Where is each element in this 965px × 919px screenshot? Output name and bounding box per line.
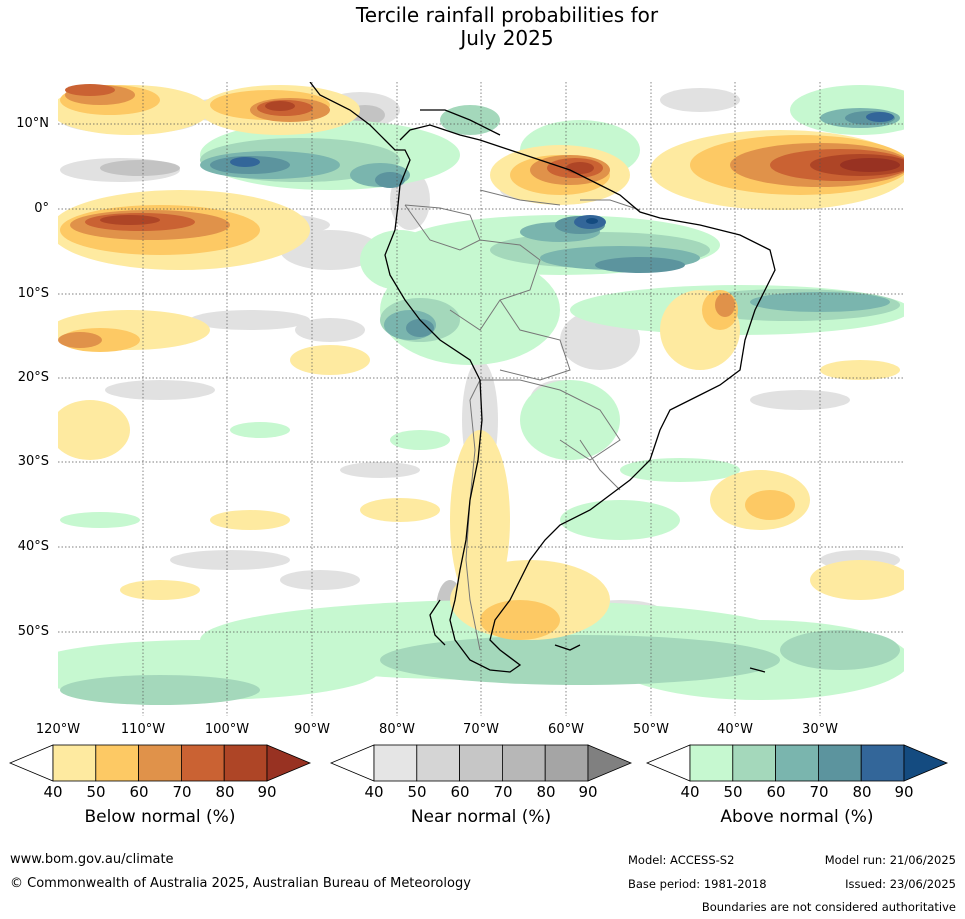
footer-issued: Issued: 23/06/2025: [845, 877, 956, 891]
chart-title: Tercile rainfall probabilities for July …: [0, 4, 965, 50]
colorbar-near: [329, 744, 633, 782]
above-tick: 90: [894, 783, 914, 801]
lon-label-30w: 30°W: [802, 722, 838, 737]
above-tick: 60: [766, 783, 786, 801]
below-normal-title: Below normal (%): [84, 807, 236, 827]
above-tick: 80: [852, 783, 872, 801]
colorbar-segment: [732, 744, 776, 782]
lat-label-50s: 50°S: [17, 624, 49, 639]
colorbars: [8, 744, 949, 782]
near-tick: 40: [364, 783, 384, 801]
footer-url[interactable]: www.bom.gov.au/climate: [10, 852, 174, 867]
colorbar-segment: [52, 744, 97, 782]
footer-base-period: Base period: 1981-2018: [628, 877, 767, 891]
lon-label-50w: 50°W: [633, 722, 669, 737]
colorbar-segment: [416, 744, 460, 782]
colorbar-extend-low: [8, 744, 54, 782]
near-normal-title: Near normal (%): [410, 807, 552, 827]
colorbar-segment: [373, 744, 418, 782]
coastlines: [309, 82, 776, 673]
colorbar-segment: [818, 744, 862, 782]
colorbar-segment: [95, 744, 140, 782]
lon-label-90w: 90°W: [294, 722, 330, 737]
near-tick: 60: [450, 783, 470, 801]
lat-label-10s: 10°S: [17, 286, 49, 301]
above-tick: 40: [680, 783, 700, 801]
colorbar-extend-high: [587, 744, 633, 782]
colorbar-segment: [775, 744, 819, 782]
title-line-1: Tercile rainfall probabilities for: [355, 3, 659, 27]
lon-label-70w: 70°W: [463, 722, 499, 737]
below-tick: 80: [215, 783, 235, 801]
lon-label-120w: 120°W: [35, 722, 81, 737]
above-tick: 50: [723, 783, 743, 801]
lon-label-60w: 60°W: [548, 722, 584, 737]
lat-label-10n: 10°N: [16, 116, 49, 131]
colorbar-segment: [544, 744, 589, 782]
below-tick: 90: [257, 783, 277, 801]
colorbar-extend-high: [903, 744, 949, 782]
title-line-2: July 2025: [460, 26, 554, 50]
colorbar-segment: [689, 744, 734, 782]
lon-label-110w: 110°W: [120, 722, 166, 737]
colorbar-segment: [180, 744, 225, 782]
colorbar-segment: [860, 744, 905, 782]
colorbar-below: [8, 744, 312, 782]
footer-disclaimer: Boundaries are not considered authoritat…: [701, 900, 956, 914]
colorbar-extend-low: [329, 744, 375, 782]
above-normal-title: Above normal (%): [720, 807, 874, 827]
footer-model-run: Model run: 21/06/2025: [824, 853, 956, 867]
below-tick: 60: [129, 783, 149, 801]
colorbar-segment: [223, 744, 268, 782]
lat-label-0: 0°: [34, 201, 49, 216]
above-tick: 70: [809, 783, 829, 801]
colorbar-segment: [138, 744, 182, 782]
footer-model: Model: ACCESS-S2: [628, 853, 735, 867]
map-area: [58, 82, 904, 716]
colorbar-segment: [501, 744, 546, 782]
near-tick: 90: [578, 783, 598, 801]
country-boundaries: [404, 189, 641, 651]
lat-label-30s: 30°S: [17, 454, 49, 469]
colorbar-extend-high: [266, 744, 312, 782]
lon-label-40w: 40°W: [717, 722, 753, 737]
near-tick: 70: [493, 783, 513, 801]
colorbar-segment: [459, 744, 503, 782]
lat-label-20s: 20°S: [17, 370, 49, 385]
colorbar-extend-low: [645, 744, 691, 782]
colorbar-above: [645, 744, 949, 782]
below-tick: 50: [86, 783, 106, 801]
near-tick: 80: [536, 783, 556, 801]
below-tick: 70: [172, 783, 192, 801]
lat-label-40s: 40°S: [17, 539, 49, 554]
lon-label-100w: 100°W: [204, 722, 250, 737]
lon-label-80w: 80°W: [379, 722, 415, 737]
near-tick: 50: [407, 783, 427, 801]
gridlines: [58, 82, 904, 716]
footer-copyright: © Commonwealth of Australia 2025, Austra…: [10, 876, 471, 891]
below-tick: 40: [43, 783, 63, 801]
